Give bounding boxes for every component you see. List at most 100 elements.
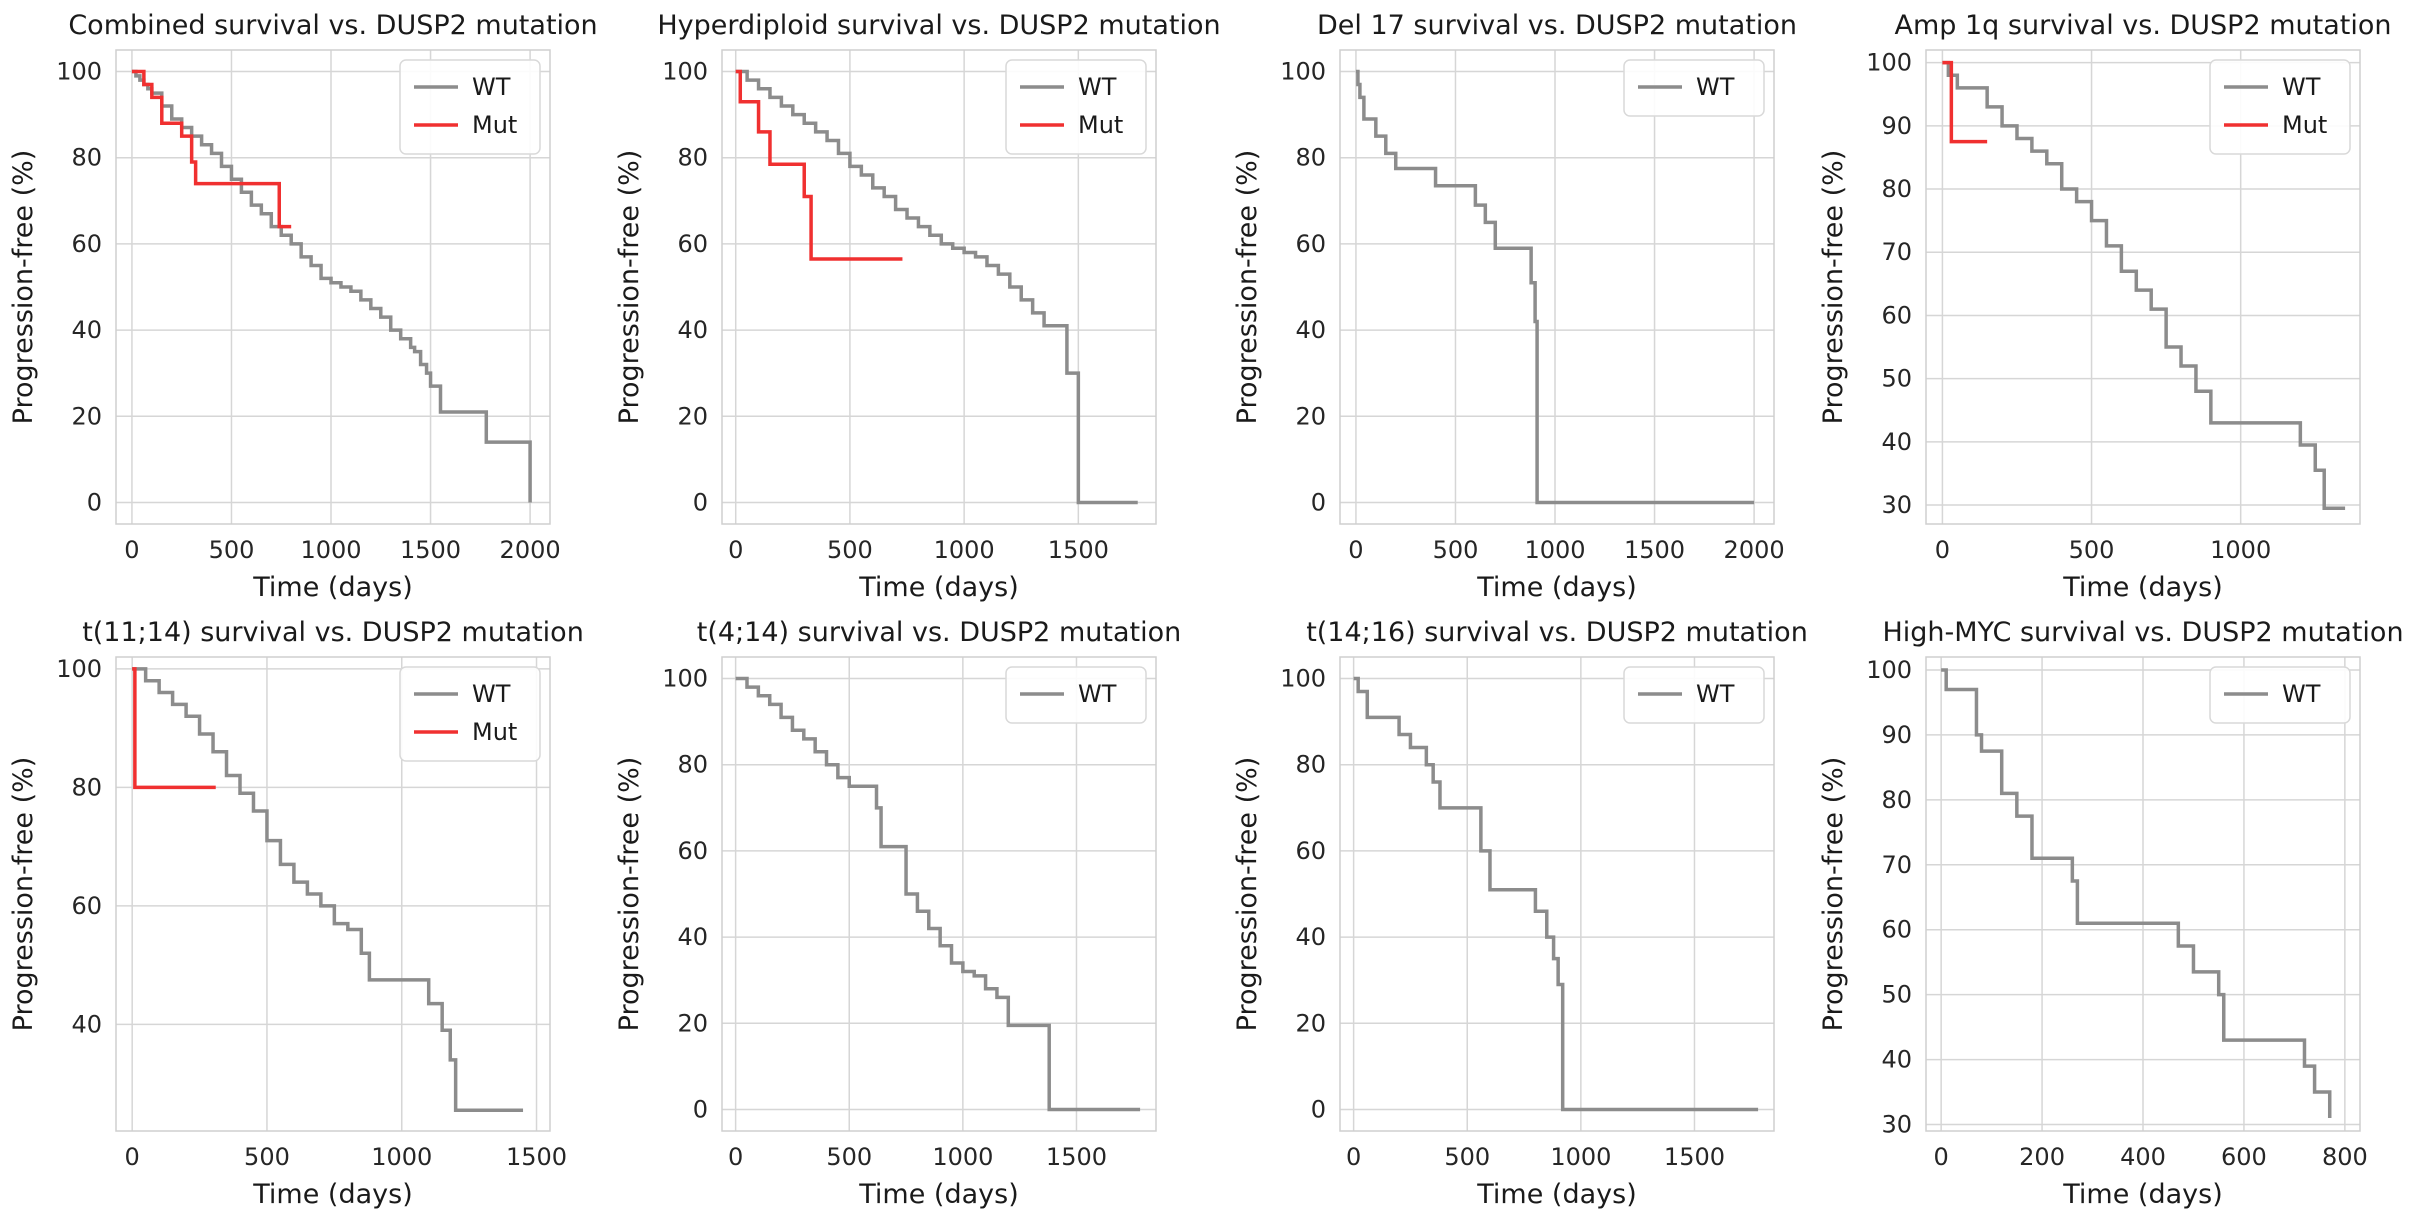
- x-tick-label: 500: [1433, 536, 1479, 564]
- x-axis-label: Time (days): [2062, 1179, 2222, 1210]
- y-tick-label: 60: [677, 837, 708, 865]
- plot-frame: [1925, 49, 2361, 525]
- legend-label: WT: [1078, 680, 1117, 708]
- y-tick-label: 100: [662, 58, 708, 86]
- legend-box: [1005, 666, 1147, 724]
- legend: WT: [1005, 666, 1147, 724]
- plot-area: [1340, 50, 1774, 524]
- y-tick-label: 30: [1881, 491, 1912, 519]
- chart-panel: 0 500 1000 1500 0 20 40 60 80 100 WT t(14;16) survi…: [1232, 617, 1808, 1210]
- y-axis-label: Progression-free (%): [1818, 150, 1849, 425]
- legend-box: [399, 666, 541, 762]
- y-tick-label: 0: [1311, 488, 1326, 516]
- x-tick-label: 1000: [300, 536, 361, 564]
- x-axis-label: Time (days): [2062, 572, 2222, 603]
- legend-box: [399, 59, 541, 155]
- plot-frame: [1339, 656, 1775, 1132]
- y-tick-label: 0: [1311, 1095, 1326, 1123]
- plot-area: [1340, 657, 1774, 1131]
- y-tick-label: 40: [677, 316, 708, 344]
- y-tick-label: 70: [1881, 851, 1912, 879]
- chart-title: t(11;14) survival vs. DUSP2 mutation: [82, 617, 584, 648]
- series-line-wt: [1941, 668, 2332, 1119]
- y-tick-label: 80: [1295, 751, 1326, 779]
- legend-label: WT: [472, 680, 511, 708]
- legend-box: [1005, 59, 1147, 155]
- chart-title: High-MYC survival vs. DUSP2 mutation: [1882, 617, 2403, 648]
- y-tick-label: 0: [87, 488, 102, 516]
- chart-panel: 0 200 400 600 800 30 40 50 60 70 80 90 100 WT High-MYC…: [1818, 617, 2404, 1210]
- x-tick-label: 500: [209, 536, 255, 564]
- x-tick-label: 2000: [500, 536, 561, 564]
- y-tick-label: 20: [677, 1009, 708, 1037]
- y-axis-label: Progression-free (%): [8, 150, 39, 425]
- x-axis-label: Time (days): [252, 1179, 412, 1210]
- chart-panel: 0 500 1000 1500 2000 0 20 40 60 80 100 WT Mut Combine…: [8, 10, 598, 603]
- y-axis-label: Progression-free (%): [8, 757, 39, 1032]
- x-tick-label: 500: [827, 536, 873, 564]
- legend-label: Mut: [472, 718, 517, 746]
- plot-frame: [1339, 49, 1775, 525]
- legend-label: Mut: [2282, 111, 2327, 139]
- x-tick-label: 1500: [1624, 536, 1685, 564]
- chart-title: t(4;14) survival vs. DUSP2 mutation: [697, 617, 1181, 648]
- y-tick-label: 40: [71, 316, 102, 344]
- y-tick-label: 80: [677, 751, 708, 779]
- x-tick-label: 0: [125, 1143, 140, 1171]
- y-tick-label: 60: [1881, 916, 1912, 944]
- y-tick-label: 40: [1881, 1046, 1912, 1074]
- series-line-wt: [131, 69, 532, 503]
- y-tick-label: 50: [1881, 981, 1912, 1009]
- y-tick-label: 90: [1881, 112, 1912, 140]
- y-tick-label: 60: [1881, 301, 1912, 329]
- legend: WT: [2209, 666, 2351, 724]
- legend-box: [2209, 59, 2351, 155]
- y-tick-label: 60: [1295, 230, 1326, 258]
- y-tick-label: 60: [71, 892, 102, 920]
- x-tick-label: 0: [728, 536, 743, 564]
- y-tick-label: 0: [693, 1095, 708, 1123]
- chart-title: Del 17 survival vs. DUSP2 mutation: [1317, 10, 1797, 41]
- y-axis-label: Progression-free (%): [1232, 757, 1263, 1032]
- x-tick-label: 500: [1444, 1143, 1490, 1171]
- series-line-mut: [132, 667, 216, 790]
- chart-panel: 0 500 1000 1500 0 20 40 60 80 100 WT Mut Hyperdiploi…: [614, 10, 1221, 603]
- y-tick-label: 90: [1881, 721, 1912, 749]
- y-tick-label: 80: [1881, 786, 1912, 814]
- y-tick-label: 100: [56, 58, 102, 86]
- y-tick-label: 0: [693, 488, 708, 516]
- x-tick-label: 0: [728, 1143, 743, 1171]
- chart-panel: 0 500 1000 1500 40 60 80 100 WT Mut t(11;14) survi…: [8, 617, 584, 1210]
- y-tick-label: 40: [1881, 428, 1912, 456]
- x-tick-label: 500: [244, 1143, 290, 1171]
- legend-label: WT: [1696, 73, 1735, 101]
- legend: WT: [1623, 666, 1765, 724]
- plot-frame: [721, 656, 1157, 1132]
- x-tick-label: 1000: [1550, 1143, 1611, 1171]
- y-axis-label: Progression-free (%): [1818, 757, 1849, 1032]
- x-tick-label: 1000: [2210, 536, 2271, 564]
- y-tick-label: 70: [1881, 238, 1912, 266]
- y-tick-label: 100: [1280, 58, 1326, 86]
- y-axis-label: Progression-free (%): [614, 757, 645, 1032]
- chart-title: Combined survival vs. DUSP2 mutation: [68, 10, 597, 41]
- y-tick-label: 60: [71, 230, 102, 258]
- y-tick-label: 60: [1295, 837, 1326, 865]
- y-tick-label: 30: [1881, 1111, 1912, 1139]
- y-tick-label: 80: [71, 144, 102, 172]
- series-line-wt: [1353, 676, 1759, 1112]
- y-tick-label: 100: [56, 655, 102, 683]
- x-tick-label: 500: [826, 1143, 872, 1171]
- x-axis-label: Time (days): [1476, 572, 1636, 603]
- series-line-mut: [1942, 60, 1988, 144]
- chart-panel: 0 500 1000 1500 2000 0 20 40 60 80 100 WT Del 17 sur…: [1232, 10, 1797, 603]
- x-tick-label: 1000: [932, 1143, 993, 1171]
- x-tick-label: 1000: [1524, 536, 1585, 564]
- legend-label: WT: [1696, 680, 1735, 708]
- y-tick-label: 80: [1881, 175, 1912, 203]
- legend-label: WT: [472, 73, 511, 101]
- x-axis-label: Time (days): [252, 572, 412, 603]
- x-tick-label: 1500: [1048, 536, 1109, 564]
- chart-panel: 0 500 1000 30 40 50 60 70 80 90 100 WT Mut Amp 1q sur…: [1818, 10, 2391, 603]
- x-tick-label: 0: [1935, 536, 1950, 564]
